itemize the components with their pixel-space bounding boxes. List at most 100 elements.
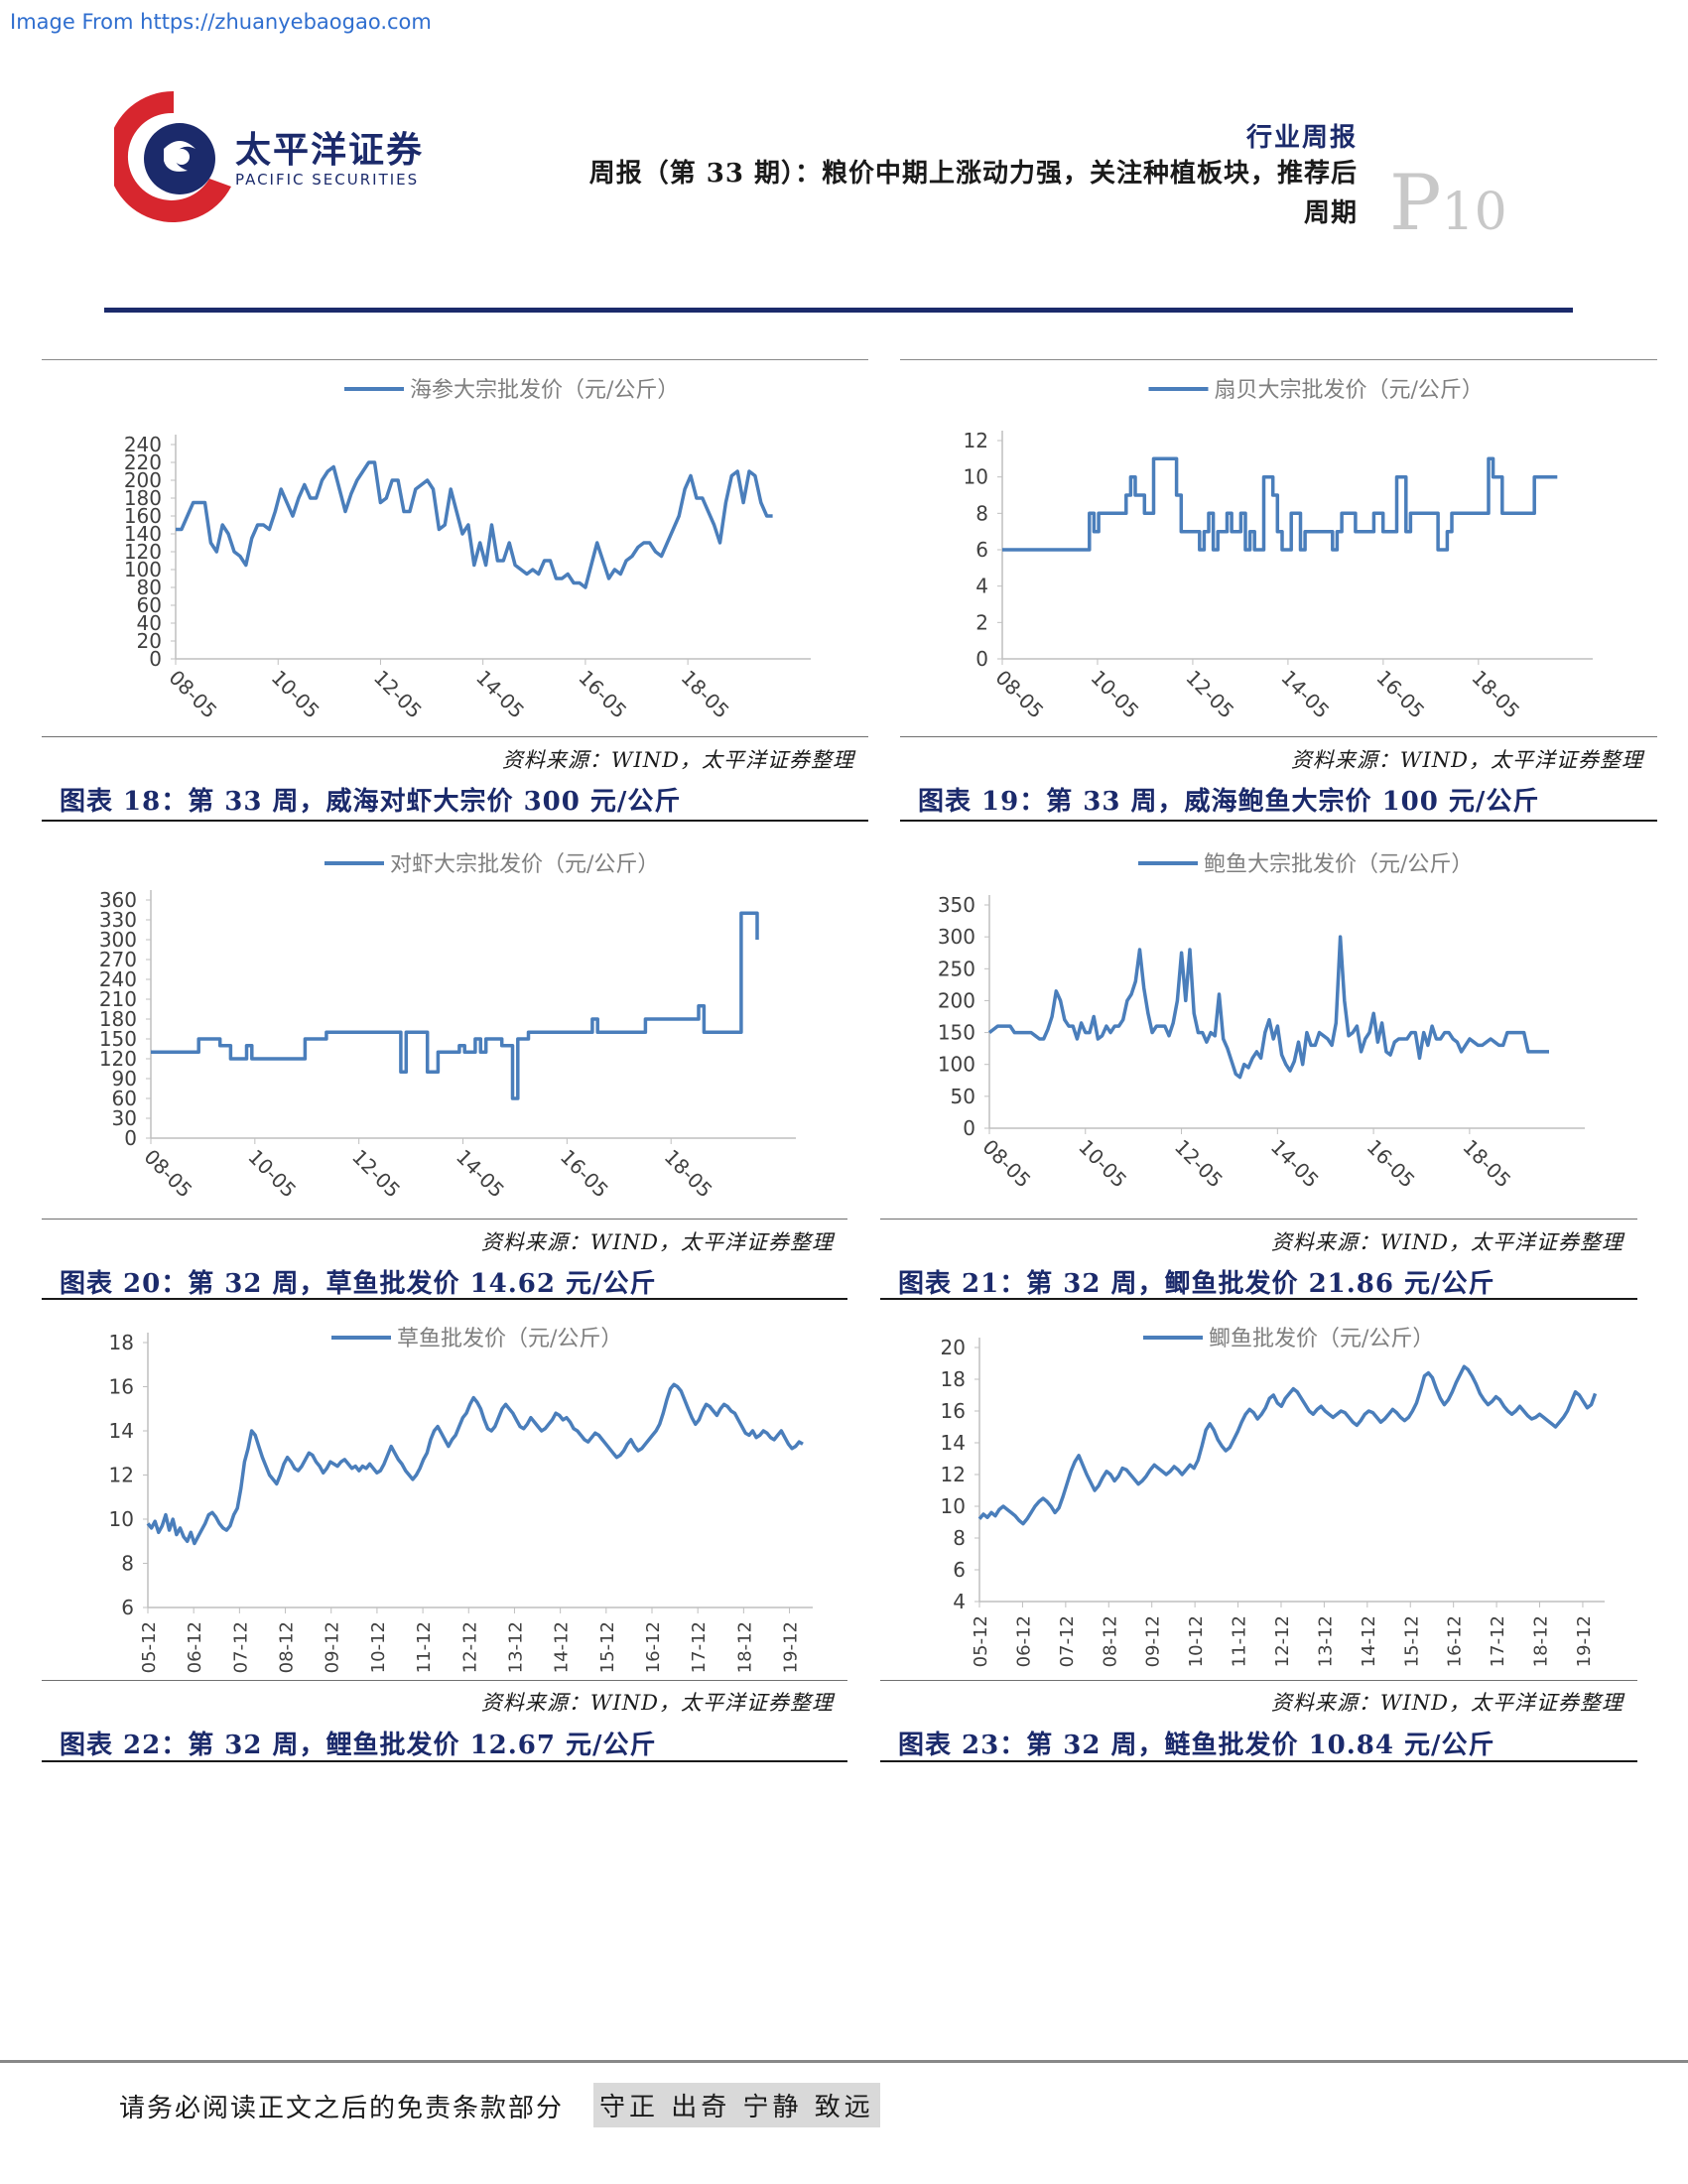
x-tick-label: 14-05 [452,1145,509,1203]
source-rule [42,1219,847,1220]
y-tick-label: 360 [99,888,137,912]
x-tick-label: 05-12 [139,1621,160,1673]
y-tick-label: 8 [975,501,988,525]
y-tick-label: 12 [941,1463,966,1486]
x-tick-label: 12-05 [1170,1135,1228,1193]
y-tick-label: 50 [951,1085,975,1108]
abalone-price-chart: 鲍鱼大宗批发价（元/公斤） 0 50 100 150 200 250 300 350 08-05 1… [938,852,1585,1193]
figure-panel-18: 海参大宗批发价（元/公斤） 0 20 40 60 80 100 120 140 160 180 200… [42,359,868,822]
caption-bottom-rule [42,1760,847,1762]
source-watermark[interactable]: Image From https://zhuanyebaogao.com [10,10,432,34]
legend-label: 扇贝大宗批发价（元/公斤） [1215,378,1484,403]
x-tick-label: 13-12 [1315,1615,1336,1667]
footer-motto: 守正 出奇 宁静 致远 [593,2083,880,2127]
legend-label: 鲍鱼大宗批发价（元/公斤） [1204,852,1473,877]
x-tick-label: 12-12 [1272,1615,1293,1667]
y-tick-label: 200 [124,468,162,492]
x-tick-label: 07-12 [1057,1615,1078,1667]
y-tick-label: 180 [99,1007,137,1031]
source-rule [42,1680,847,1681]
sea-cucumber-price-chart: 海参大宗批发价（元/公斤） 020406080100120140160180200… [124,378,811,723]
y-tick-label: 10 [941,1494,966,1518]
x-tick-label: 14-05 [471,666,529,723]
x-tick-label: 13-12 [505,1621,526,1673]
x-tick-label: 19-12 [1574,1615,1595,1667]
x-tick-label: 17-12 [1488,1615,1508,1667]
y-tick-label: 0 [963,1116,975,1140]
page-number-value: 10 [1441,183,1507,242]
x-tick-label: 12-05 [369,666,427,723]
legend-label: 海参大宗批发价（元/公斤） [410,378,679,403]
page-prefix: P [1389,159,1442,248]
legend-label: 对虾大宗批发价（元/公斤） [390,852,659,877]
figure-source: 资料来源：WIND，太平洋证券整理 [1270,1230,1623,1254]
x-tick-label: 16-05 [1371,666,1429,723]
y-tick-label: 6 [975,538,988,562]
x-tick-label: 14-12 [1359,1615,1379,1667]
series-line [176,460,773,589]
caption-bottom-rule [880,1760,1637,1762]
y-tick-label: 0 [149,647,162,671]
x-tick-label: 12-05 [347,1145,405,1203]
series-line [146,1382,804,1546]
y-tick-label: 16 [941,1399,966,1423]
y-tick-label: 60 [137,593,162,617]
y-tick-label: 350 [938,893,975,917]
footer-disclaimer[interactable]: 请务必阅读正文之后的免责条款部分 [119,2094,565,2123]
x-tick-label: 16-05 [574,666,631,723]
chart-legend: 对虾大宗批发价（元/公斤） [325,852,659,877]
figure-caption: 图表 22：第 32 周，鲤鱼批发价 12.67 元/公斤 [60,1731,657,1760]
brand-logo: 太平洋证券 PACIFIC SECURITIES [107,87,442,226]
source-rule [880,1219,1637,1220]
x-tick-label: 16-05 [1363,1135,1420,1193]
x-tick-label: 05-12 [971,1615,991,1667]
y-tick-label: 12 [964,429,988,452]
x-tick-label: 09-12 [323,1621,343,1673]
x-tick-label: 08-12 [277,1621,298,1673]
y-tick-label: 14 [941,1431,966,1455]
figure-source: 资料来源：WIND，太平洋证券整理 [1270,1691,1623,1715]
x-tick-label: 10-05 [267,666,325,723]
caption-bottom-rule [880,1298,1637,1300]
report-title-line1: 周报（第 33 期）：粮价中期上涨动力强，关注种植板块，推荐后 [588,159,1358,189]
x-tick-label: 08-05 [164,666,221,723]
report-title: 周报（第 33 期）：粮价中期上涨动力强，关注种植板块，推荐后 周期 [524,154,1358,233]
brand-emblem-icon [107,90,231,222]
caption-bottom-rule [900,820,1657,822]
y-tick-label: 80 [137,576,162,599]
series-line [977,1364,1598,1526]
y-tick-label: 12 [109,1464,134,1487]
scallop-price-chart: 扇贝大宗批发价（元/公斤） 0 2 4 6 8 10 12 08-05 10-05 12-05 14-… [964,378,1593,723]
figure-source: 资料来源：WIND，太平洋证券整理 [480,1230,834,1254]
chart-legend: 鲍鱼大宗批发价（元/公斤） [1138,852,1473,877]
y-tick-label: 8 [953,1526,966,1550]
crucian-carp-price-chart: 鲫鱼批发价（元/公斤） 4 6 8 10 12 14 16 18 20 05-12 06-12 07-1… [941,1327,1605,1667]
x-tick-label: 18-05 [660,1145,717,1203]
chart-legend: 鲫鱼批发价（元/公斤） [1143,1327,1434,1351]
x-tick-label: 14-12 [552,1621,573,1673]
y-tick-label: 40 [137,611,162,635]
x-tick-label: 18-05 [677,666,734,723]
x-tick-label: 07-12 [230,1621,251,1673]
chart-legend: 扇贝大宗批发价（元/公斤） [1148,378,1484,403]
y-tick-label: 18 [941,1367,966,1391]
x-tick-label: 12-12 [459,1621,480,1673]
y-tick-label: 10 [109,1507,134,1531]
y-tick-label: 4 [975,575,988,598]
x-tick-label: 18-05 [1467,666,1524,723]
chart-area: 草鱼批发价（元/公斤） 6 8 10 12 14 16 18 05-12 06-12 07-12 08… [42,1310,847,1677]
y-tick-label: 100 [124,558,162,581]
x-tick-label: 10-05 [1074,1135,1131,1193]
figure-caption: 图表 23：第 32 周，鲢鱼批发价 10.84 元/公斤 [898,1731,1495,1760]
y-tick-label: 240 [124,433,162,456]
x-tick-label: 15-12 [1401,1615,1422,1667]
figure-caption: 图表 20：第 32 周，草鱼批发价 14.62 元/公斤 [60,1269,657,1299]
series-line [987,935,1549,1080]
y-tick-label: 250 [938,957,975,980]
x-tick-label: 15-12 [597,1621,618,1673]
y-tick-label: 14 [109,1419,134,1443]
y-tick-label: 240 [99,967,137,991]
y-tick-label: 120 [99,1047,137,1071]
y-tick-label: 150 [938,1021,975,1045]
shrimp-price-chart: 对虾大宗批发价（元/公斤） 030609012015018021024027030… [99,852,796,1203]
